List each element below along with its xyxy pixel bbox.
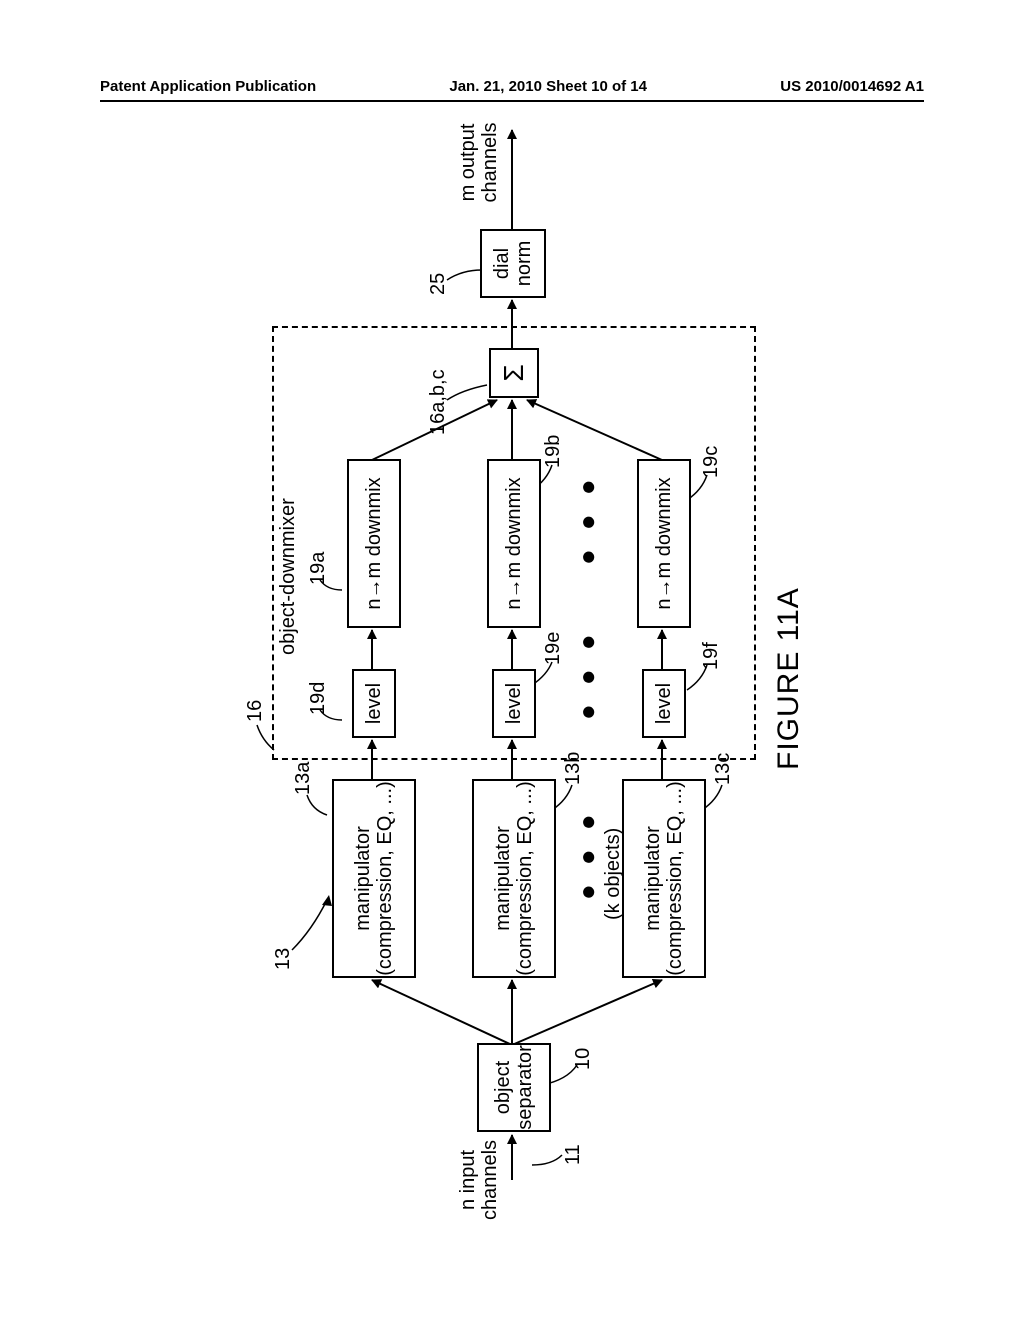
m-output-channels-label: m output channels (457, 115, 501, 210)
k-objects-label: (k objects) (602, 828, 624, 920)
sigma-box: Σ (489, 348, 539, 398)
ref-19b: 19b (542, 435, 564, 468)
header-center: Jan. 21, 2010 Sheet 10 of 14 (449, 78, 647, 95)
ref-13a: 13a (292, 762, 314, 795)
ref-25: 25 (427, 273, 449, 295)
manipulator-a: manipulator (compression, EQ, ...) (332, 779, 416, 978)
header-rule (100, 100, 924, 102)
level-b: level (492, 669, 536, 738)
level-c: level (642, 669, 686, 738)
ref-19c: 19c (700, 446, 722, 478)
dots-downmix: ● ● ● (572, 473, 603, 565)
object-downmixer-label: object-downmixer (277, 498, 299, 655)
dots-levels: ● ● ● (572, 628, 603, 720)
dial-norm-box: dial norm (480, 229, 546, 298)
ref-19d: 19d (307, 682, 329, 715)
ref-16: 16 (244, 700, 266, 722)
manipulator-c: manipulator (compression, EQ, ...) (622, 779, 706, 978)
manipulator-b: manipulator (compression, EQ, ...) (472, 779, 556, 978)
ref-11: 11 (562, 1144, 584, 1165)
downmix-a: n→m downmix (347, 459, 401, 628)
dots-manipulators: ● ● ● (572, 808, 603, 900)
header-left: Patent Application Publication (100, 78, 316, 95)
n-input-channels-label: n input channels (457, 1140, 501, 1220)
ref-19e: 19e (542, 632, 564, 665)
ref-13: 13 (272, 948, 294, 970)
header-right: US 2010/0014692 A1 (780, 78, 924, 95)
downmix-b: n→m downmix (487, 459, 541, 628)
ref-16abc: 16a,b,c (427, 369, 449, 435)
figure-caption: FIGURE 11A (772, 587, 805, 770)
level-a: level (352, 669, 396, 738)
object-separator-box: object separator (477, 1043, 551, 1132)
ref-19a: 19a (307, 552, 329, 585)
figure-11a: n input channels 11 object separator 10 … (232, 110, 792, 1210)
ref-19f: 19f (700, 642, 722, 670)
downmix-c: n→m downmix (637, 459, 691, 628)
ref-10: 10 (572, 1048, 594, 1070)
